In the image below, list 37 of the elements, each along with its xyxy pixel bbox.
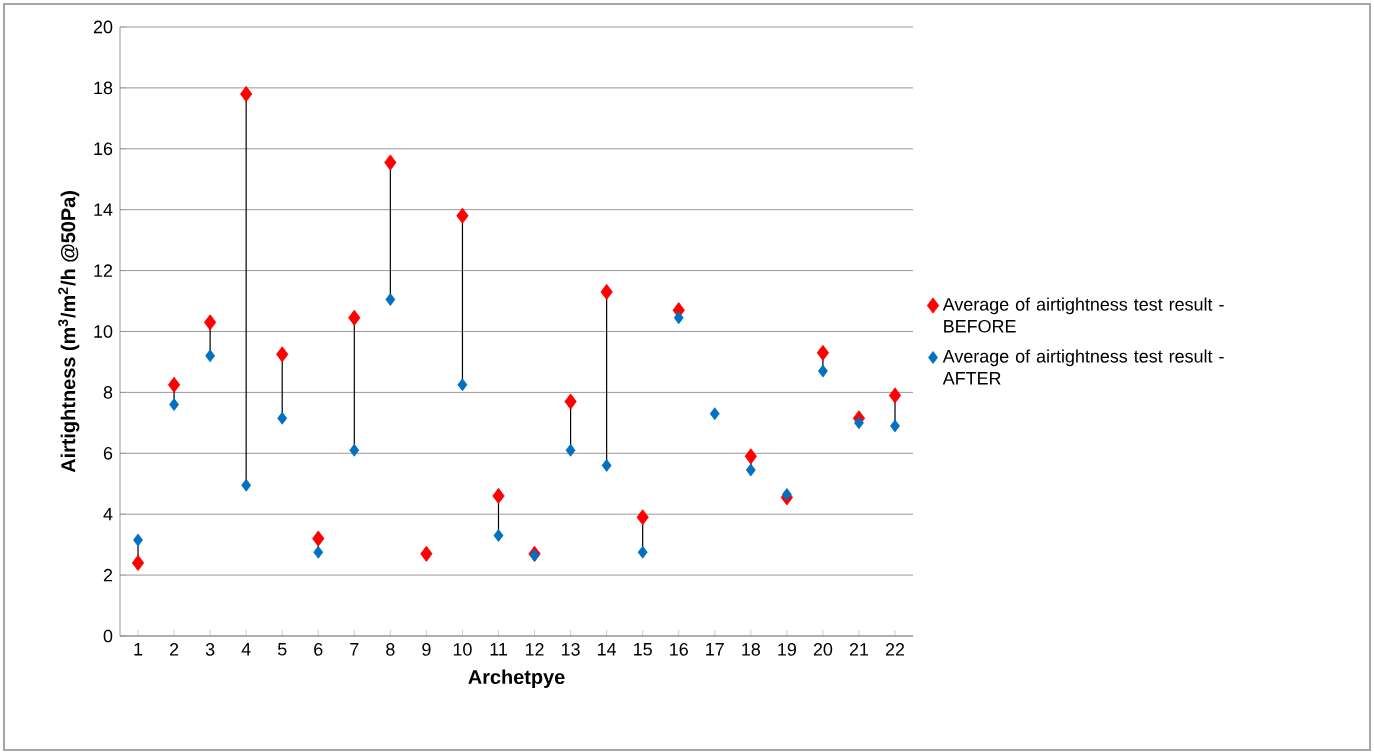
y-tick-label: 16 [94,142,113,156]
x-tick-label: 13 [561,643,580,656]
x-tick-label: 6 [314,643,323,656]
x-tick-label: 19 [778,643,796,656]
x-tick-label: 7 [350,643,359,656]
x-tick-label: 3 [205,643,215,656]
x-tick-label: 22 [885,643,905,656]
x-tick-label: 17 [706,643,724,656]
x-tick-label: 20 [813,643,833,656]
x-tick-label: 1 [134,643,143,656]
y-tick-label: 14 [94,203,113,216]
y-tick-label: 18 [94,81,113,95]
y-tick-label: 12 [94,264,113,277]
legend-label: Average of airtightness test result - BEFORE [942,297,1224,333]
x-tick-label: 14 [598,643,617,656]
y-tick-label: 6 [103,446,113,460]
x-axis-title: Archetpye [468,669,565,688]
x-tick-label: 8 [386,643,395,656]
x-tick-label: 2 [169,643,179,656]
x-tick-label: 21 [849,643,869,656]
x-tick-label: 10 [453,643,472,656]
y-tick-label: 10 [94,325,113,338]
y-tick-label: 4 [103,508,113,521]
y-axis-title: Airtightness (m$^{3}$/m$^{2}$/h @50Pa) [58,191,80,473]
y-tick-label: 20 [93,20,113,34]
x-tick-label: 5 [277,643,287,656]
x-tick-label: 9 [422,643,431,656]
y-tick-label: 0 [103,629,113,643]
x-tick-label: 11 [490,643,507,656]
legend-label: Average of airtightness test result - AFTER [942,349,1224,385]
x-tick-label: 18 [742,643,761,656]
x-tick-label: 12 [525,643,544,656]
y-tick-label: 8 [103,386,113,399]
x-tick-label: 15 [634,643,652,656]
y-tick-label: 2 [103,568,113,582]
x-tick-label: 4 [241,643,251,656]
x-tick-label: 16 [670,643,688,656]
